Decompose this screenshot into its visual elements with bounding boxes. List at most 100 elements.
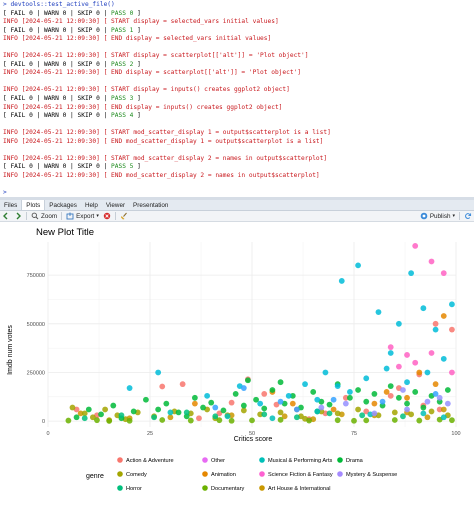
- console-line-tail: ]: [133, 95, 141, 103]
- zoom-button[interactable]: Zoom: [29, 211, 59, 222]
- console-line-text: [ FAIL 0 | WARN 0 | SKIP 0 |: [3, 163, 112, 171]
- tab-viewer[interactable]: Viewer: [105, 202, 126, 209]
- scatter-point: [420, 305, 427, 312]
- console-line: INFO [2024-05-21 12:09:30] [ END display…: [3, 69, 474, 78]
- console-line-tail: ]: [133, 60, 141, 68]
- console-line-text: [ FAIL 0 | WARN 0 | SKIP 0 |: [3, 26, 112, 34]
- scatter-point: [130, 408, 137, 415]
- scatter-point: [77, 410, 84, 417]
- tab-help[interactable]: Help: [84, 202, 98, 209]
- chevron-down-icon: ▾: [452, 213, 455, 219]
- scatter-point: [326, 410, 333, 417]
- scatter-point: [416, 369, 423, 376]
- console-line-text: INFO [2024-05-21 12:09:30] [ START mod_s…: [3, 129, 331, 137]
- console-line-text: INFO [2024-05-21 12:09:30] [ END display…: [3, 35, 272, 43]
- pass-count: PASS 2: [111, 60, 134, 68]
- scatter-point: [106, 418, 113, 424]
- scatter-point: [440, 414, 447, 421]
- console-line: INFO [2024-05-21 12:09:30] [ END display…: [3, 104, 474, 113]
- scatter-point: [159, 417, 166, 423]
- console-line-text: INFO [2024-05-21 12:09:30] [ START mod_s…: [3, 154, 328, 162]
- toolbar-divider: [114, 212, 116, 220]
- scatter-point: [293, 406, 300, 413]
- clear-all-button[interactable]: [118, 211, 130, 222]
- back-arrow-button[interactable]: [0, 211, 12, 222]
- forward-arrow-button[interactable]: [12, 211, 24, 222]
- legend-key: [117, 485, 123, 491]
- chart-legend: genre Action & Adventure Comedy Horror Othe…: [86, 457, 397, 492]
- console-line: [ FAIL 0 | WARN 0 | SKIP 0 | PASS 4 ]: [3, 112, 474, 121]
- console-line: [3, 146, 474, 155]
- pane-splitter[interactable]: [0, 197, 474, 200]
- legend-key: [259, 485, 265, 491]
- scatter-point: [151, 414, 157, 421]
- chart-points: [65, 242, 455, 424]
- console-line-text: INFO [2024-05-21 12:09:30] [ START displ…: [3, 86, 290, 94]
- legend-key: [337, 471, 343, 477]
- scatter-point: [449, 369, 455, 376]
- scatter-point: [224, 413, 231, 420]
- tab-files[interactable]: Files: [4, 202, 18, 209]
- scatter-point: [216, 410, 223, 417]
- legend-key: [259, 457, 265, 463]
- legend-label: Action & Adventure: [126, 458, 174, 464]
- scatter-point: [81, 415, 88, 422]
- toolbar-divider: [26, 212, 27, 220]
- scatter-point: [383, 389, 390, 395]
- export-button[interactable]: Export ▾: [64, 211, 101, 222]
- console-line: INFO [2024-05-21 12:09:30] [ START displ…: [3, 18, 474, 27]
- scatter-point: [208, 399, 215, 406]
- export-label: Export: [76, 212, 95, 220]
- scatter-point: [375, 309, 382, 316]
- console-line-text: INFO [2024-05-21 12:09:30] [ START displ…: [3, 52, 309, 60]
- scatter-point: [293, 414, 300, 421]
- scatter-point: [400, 387, 406, 393]
- console-line-text: INFO [2024-05-21 12:09:30] [ START displ…: [3, 18, 279, 26]
- legend-label: Art House & International: [268, 486, 331, 492]
- y-tick-label: 0: [42, 419, 45, 425]
- scatter-point: [179, 381, 186, 388]
- scatter-point: [220, 407, 227, 414]
- scatter-point: [424, 398, 431, 405]
- console-line-text: INFO [2024-05-21 12:09:30] [ END mod_sca…: [3, 171, 320, 179]
- legend-label: Mystery & Suspense: [346, 472, 397, 478]
- legend-label: Drama: [346, 458, 364, 464]
- chart-axes: 0 25 50 75 100 0 250000 500000 750000: [27, 273, 461, 437]
- console-output[interactable]: > devtools::test_active_file()[ FAIL 0 |…: [0, 0, 474, 197]
- scatter-point: [387, 350, 394, 356]
- legend-label: Other: [211, 458, 225, 464]
- y-tick-label: 250000: [27, 370, 45, 376]
- tab-packages[interactable]: Packages: [49, 202, 77, 209]
- scatter-point: [216, 417, 223, 424]
- console-line: [3, 180, 474, 189]
- legend-title: genre: [86, 473, 104, 480]
- scatter-point: [73, 414, 80, 421]
- refresh-plot-button[interactable]: [462, 211, 474, 222]
- scatter-point: [363, 398, 370, 405]
- tab-plots[interactable]: Plots: [21, 200, 46, 210]
- scatter-point: [69, 404, 76, 411]
- console-line-text: > devtools::test_active_file(): [3, 1, 115, 8]
- scatter-point: [159, 383, 166, 390]
- console-line-text: INFO [2024-05-21 12:09:30] [ END display…: [3, 69, 302, 77]
- legend-label: Musical & Performing Arts: [268, 458, 333, 464]
- scatter-point: [432, 320, 439, 327]
- console-line-text: [ FAIL 0 | WARN 0 | SKIP 0 |: [3, 95, 112, 103]
- scatter-point: [412, 389, 419, 395]
- x-axis-label: Critics score: [234, 436, 273, 443]
- scatter-point: [330, 396, 337, 403]
- scatter-point: [444, 400, 451, 407]
- scatter-point: [183, 409, 190, 416]
- console-prompt-line: > devtools::test_active_file(): [3, 1, 474, 10]
- scatter-point: [175, 409, 182, 416]
- remove-plot-button[interactable]: [101, 211, 113, 222]
- scatter-point: [395, 394, 402, 401]
- legend-key: [337, 457, 343, 463]
- scatter-point: [408, 270, 415, 277]
- scatter-point: [416, 417, 423, 424]
- publish-button[interactable]: Publish ▾: [418, 211, 457, 222]
- tab-presentation[interactable]: Presentation: [133, 202, 169, 209]
- scatter-point: [143, 396, 149, 403]
- scatter-point: [232, 390, 239, 397]
- scatter-point: [387, 383, 394, 390]
